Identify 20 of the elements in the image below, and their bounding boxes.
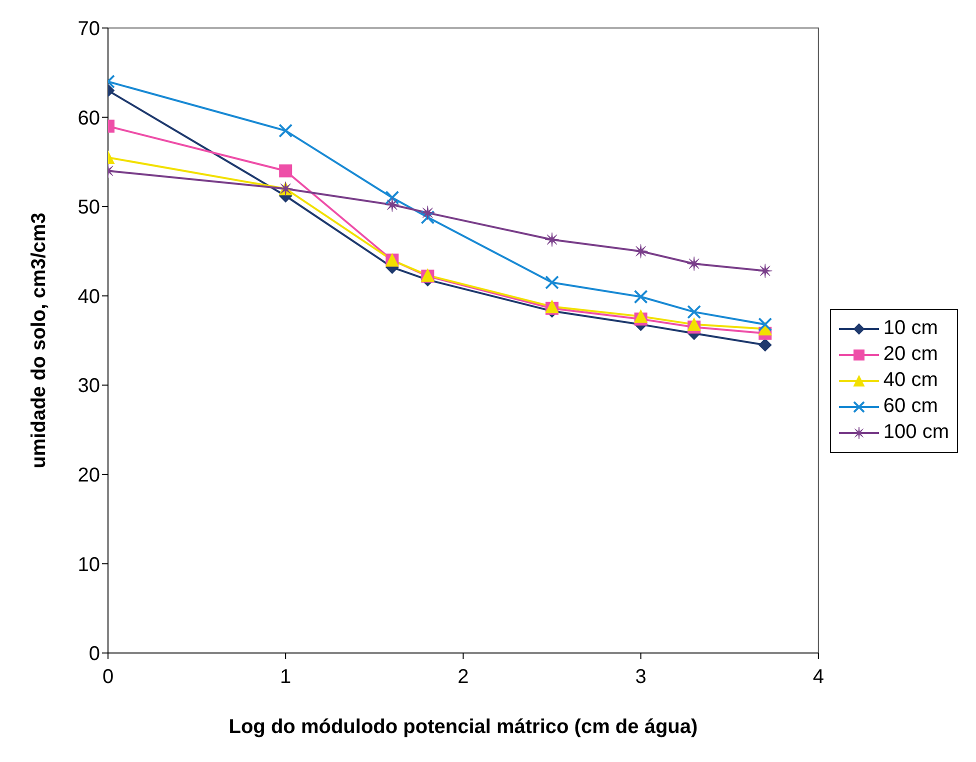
y-tick-label: 0	[88, 643, 100, 666]
legend-label: 60 cm	[883, 395, 938, 418]
x-tick-label: 2	[458, 666, 469, 688]
y-tick-label: 50	[78, 196, 100, 219]
y-tick-label: 40	[78, 286, 100, 308]
y-axis-title: umidade do solo, cm3/cm3	[28, 212, 50, 468]
y-tick-label: 60	[78, 107, 100, 130]
x-tick-label: 0	[102, 666, 114, 688]
y-tick-label: 10	[78, 554, 100, 576]
y-tick-label: 30	[78, 375, 100, 398]
y-tick-label: 20	[78, 464, 100, 487]
x-tick-label: 1	[280, 666, 292, 688]
legend-label: 10 cm	[883, 317, 938, 340]
x-axis-title: Log do módulodo potencial mátrico (cm de água)	[228, 716, 698, 738]
x-tick-label: 3	[635, 666, 646, 688]
legend-label: 100 cm	[883, 421, 949, 444]
y-tick-label: 70	[78, 18, 100, 40]
x-tick-label: 4	[812, 666, 824, 688]
legend-label: 20 cm	[883, 343, 938, 366]
legend-label: 40 cm	[883, 369, 938, 392]
